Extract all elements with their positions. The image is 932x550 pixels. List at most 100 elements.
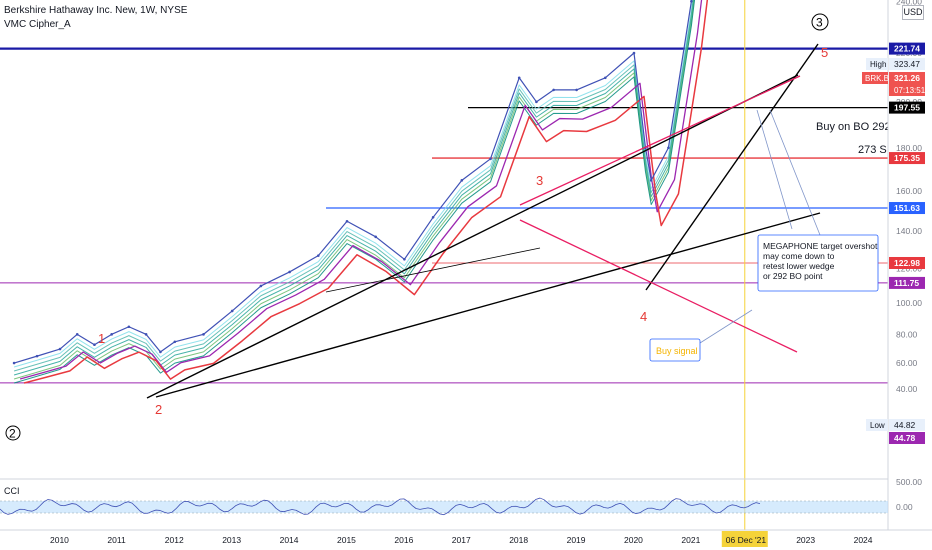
cursor-date-bg: [721, 531, 768, 547]
ribbon-ma-5: [13, 0, 696, 384]
price-value-11: 111.75: [894, 278, 919, 288]
price-value-bg-7: [889, 101, 925, 114]
price-point-1: [35, 354, 39, 358]
wave-label-1: 1: [98, 331, 105, 346]
price-point-6: [127, 325, 131, 329]
y-tick-label-10: 180.00: [896, 143, 922, 153]
megaphone-note-line-1: MEGAPHONE target overshot: [763, 241, 878, 251]
price-point-15: [345, 219, 349, 223]
price-value-7: 197.55: [894, 103, 920, 113]
ribbon-ma-1: [13, 0, 694, 368]
y-tick-label-16: 60.00: [896, 358, 918, 368]
megaphone-lower: [519, 219, 798, 353]
currency-button[interactable]: USD: [902, 5, 924, 20]
price-value-10: 122.98: [894, 258, 920, 268]
wave-label-5: 5: [821, 45, 828, 60]
x-tick-label-11: 2021: [681, 535, 700, 545]
megaphone-note-line-2: may come down to: [763, 251, 835, 261]
price-tag-bg-1: [862, 72, 888, 84]
y-tick-label-17: 40.00: [896, 384, 918, 394]
wave-label-2: 2: [155, 402, 162, 417]
x-tick-label-0: 2010: [50, 535, 69, 545]
main-trendline: [146, 74, 799, 399]
buy-signal-label: Buy signal: [656, 346, 698, 356]
price-point-0: [12, 361, 16, 365]
x-tick-label-13: 2024: [854, 535, 873, 545]
price-value-1: 321.26: [894, 73, 920, 83]
price-value-8: 175.35: [894, 153, 920, 163]
price-value-6: 221.74: [894, 44, 920, 54]
price-point-21: [517, 76, 521, 80]
price-point-2: [58, 347, 62, 351]
cci-label: CCI: [4, 486, 20, 496]
y-tick-label-14: 100.00: [896, 298, 922, 308]
price-value-bg-12: [889, 419, 925, 431]
price-point-25: [604, 76, 607, 80]
x-tick-label-10: 2020: [624, 535, 643, 545]
cursor-date-label: 06 Dec '21: [726, 535, 767, 545]
price-tag-text-0: High: [870, 60, 886, 69]
lower-trendline: [155, 212, 821, 398]
price-value-bg-13: [889, 432, 925, 444]
chart-title: Berkshire Hathaway Inc. New, 1W, NYSE: [4, 5, 188, 16]
circle-3-ring: [811, 13, 829, 31]
indicator-name: VMC Cipher_A: [4, 19, 71, 30]
price-value-9: 151.63: [894, 203, 920, 213]
ma-red-line: [23, 0, 709, 384]
price-point-4: [93, 343, 96, 347]
x-tick-label-8: 2018: [509, 535, 528, 545]
price-value-bg-11: [889, 276, 925, 289]
x-tick-label-7: 2017: [452, 535, 471, 545]
price-point-28: [649, 179, 653, 182]
price-point-17: [403, 258, 406, 261]
buy-bo-label: Buy on BO 292: [816, 121, 891, 133]
steep-trendline: [645, 43, 819, 291]
wave-label-4: 4: [640, 309, 647, 324]
megaphone-note-line-3: retest lower wedge: [763, 261, 835, 271]
price-value-0: 323.47: [894, 59, 920, 69]
cci-tick-500: 500.00: [896, 477, 922, 487]
price-value-13: 44.78: [894, 433, 916, 443]
s273-label: 273 S: [858, 144, 887, 156]
price-point-24: [575, 88, 578, 92]
price-value-bg-9: [889, 202, 925, 215]
price-point-30: [690, 0, 693, 3]
price-point-10: [202, 333, 205, 336]
price-line: [13, 0, 693, 364]
x-tick-label-5: 2015: [337, 535, 356, 545]
annotation-arrow-3: [699, 309, 753, 344]
price-point-26: [632, 51, 636, 55]
price-point-8: [159, 350, 162, 354]
y-tick-label-15: 80.00: [896, 329, 918, 339]
x-tick-label-3: 2013: [222, 535, 241, 545]
price-value-bg-8: [889, 152, 925, 165]
price-point-16: [374, 235, 378, 239]
x-tick-label-12: 2023: [796, 535, 815, 545]
annotation-arrow-1: [756, 109, 793, 230]
price-value-bg-0: [889, 58, 925, 70]
y-tick-label-11: 160.00: [896, 186, 922, 196]
price-tag-text-1: BRK.B: [865, 74, 889, 83]
price-point-29: [667, 146, 670, 150]
x-tick-label-2: 2012: [165, 535, 184, 545]
price-point-11: [230, 309, 234, 313]
x-tick-label-9: 2019: [567, 535, 586, 545]
price-tag-text-12: Low: [870, 421, 885, 430]
x-tick-label-6: 2016: [394, 535, 413, 545]
price-value-12: 44.82: [894, 420, 916, 430]
cci-tick-0: 0.00: [896, 502, 913, 512]
cci-line: [0, 497, 761, 516]
price-point-19: [460, 179, 464, 182]
x-tick-label-4: 2014: [280, 535, 299, 545]
price-value-bg-1: [889, 72, 925, 96]
circle-2-label: 2: [9, 427, 16, 441]
price-point-20: [489, 157, 492, 161]
ma-purple-line: [19, 0, 703, 380]
price-value-bg-10: [889, 256, 925, 269]
price-tag-bg-12: [866, 419, 888, 431]
y-tick-label-7: 240.00: [896, 0, 922, 6]
megaphone-upper: [519, 75, 801, 206]
price-point-23: [552, 88, 555, 92]
